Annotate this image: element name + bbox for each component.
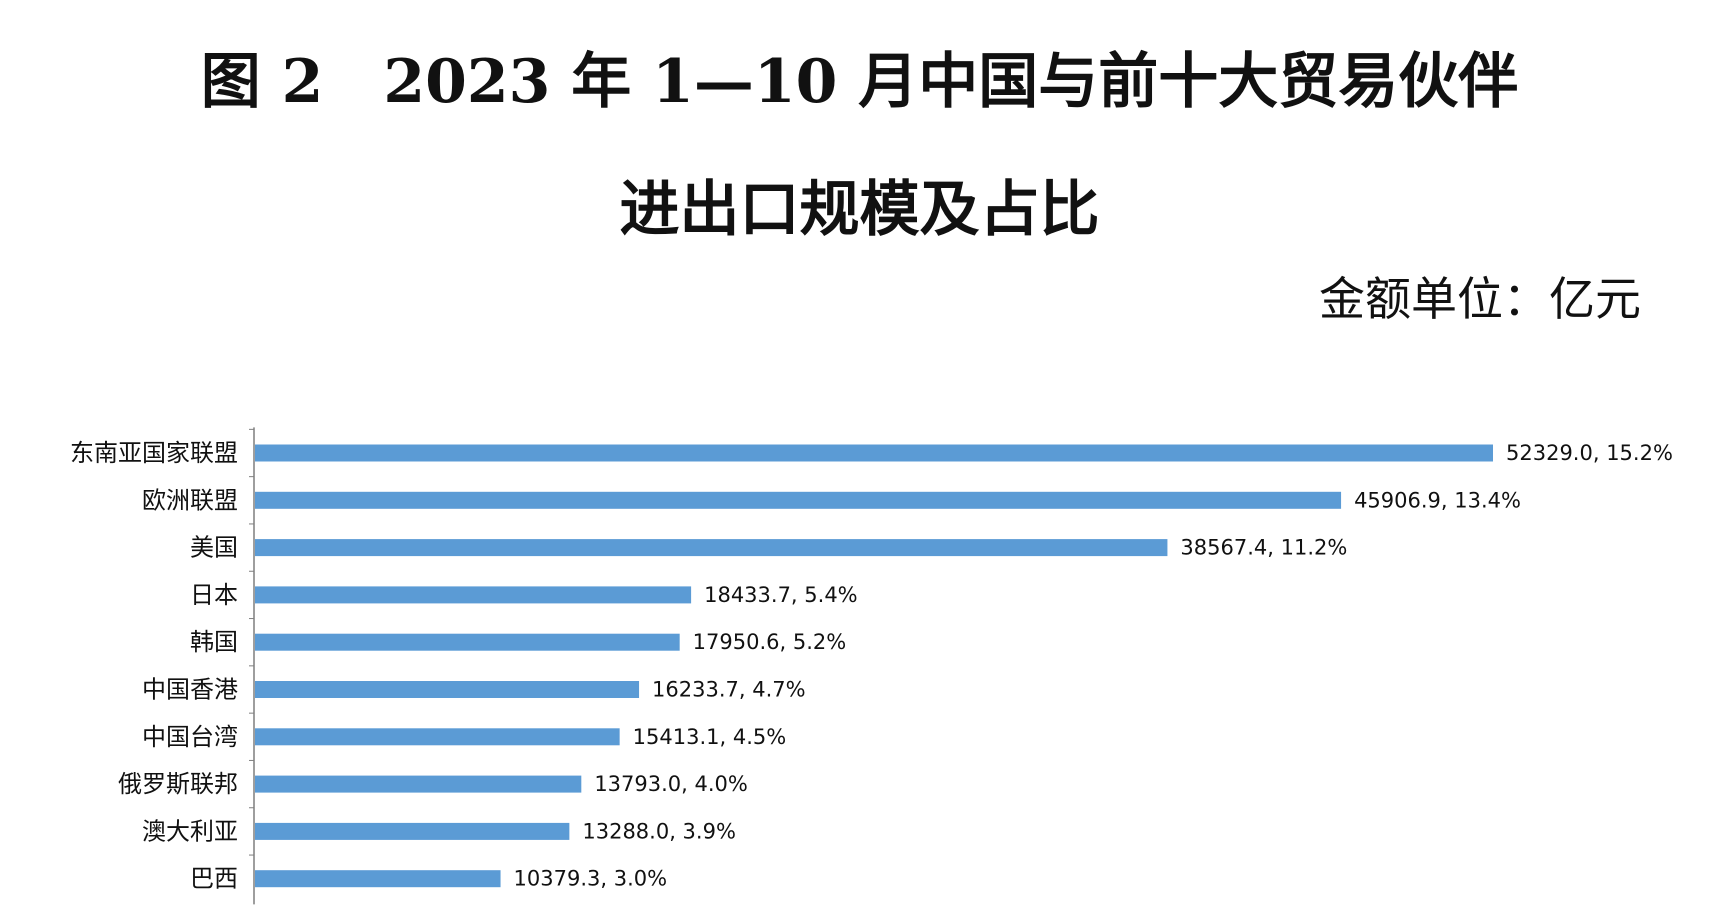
category-label: 俄罗斯联邦	[118, 770, 238, 798]
chart-title-line-2: 进出口规模及占比	[619, 175, 1100, 245]
category-label: 澳大利亚	[142, 817, 238, 845]
category-label: 东南亚国家联盟	[70, 439, 238, 467]
category-label: 日本	[190, 581, 238, 609]
bar-chart: 东南亚国家联盟 52329.0, 15.2% 欧洲联盟 45906.9, 13.4% 美…	[70, 427, 1673, 905]
bar	[255, 491, 1342, 509]
data-label: 15413.1, 4.5%	[633, 725, 787, 749]
category-label: 欧洲联盟	[142, 486, 238, 514]
bar	[255, 775, 582, 793]
data-label: 17950.6, 5.2%	[693, 630, 847, 654]
chart-title-line-1: 图 2 2023 年 1—10 月中国与前十大贸易伙伴	[200, 47, 1519, 117]
bar	[255, 633, 680, 651]
data-label: 38567.4, 11.2%	[1180, 536, 1347, 560]
data-label: 13288.0, 3.9%	[582, 819, 736, 843]
data-label: 18433.7, 5.4%	[704, 583, 858, 607]
bar	[255, 822, 570, 840]
bar	[255, 586, 692, 604]
bar	[255, 728, 620, 746]
category-label: 中国香港	[142, 676, 238, 704]
category-label: 中国台湾	[142, 723, 238, 751]
category-label: 韩国	[190, 628, 238, 656]
bar	[255, 681, 640, 698]
bar	[255, 539, 1168, 557]
category-label: 巴西	[190, 865, 238, 893]
category-label: 美国	[190, 534, 238, 562]
data-label: 13793.0, 4.0%	[594, 772, 748, 796]
data-label: 52329.0, 15.2%	[1506, 441, 1673, 465]
data-label: 16233.7, 4.7%	[652, 678, 806, 702]
unit-label: 金额单位：亿元	[1319, 272, 1641, 326]
bar	[255, 444, 1493, 462]
data-label: 45906.9, 13.4%	[1354, 488, 1521, 512]
data-label: 10379.3, 3.0%	[514, 867, 668, 891]
bar	[255, 870, 501, 888]
